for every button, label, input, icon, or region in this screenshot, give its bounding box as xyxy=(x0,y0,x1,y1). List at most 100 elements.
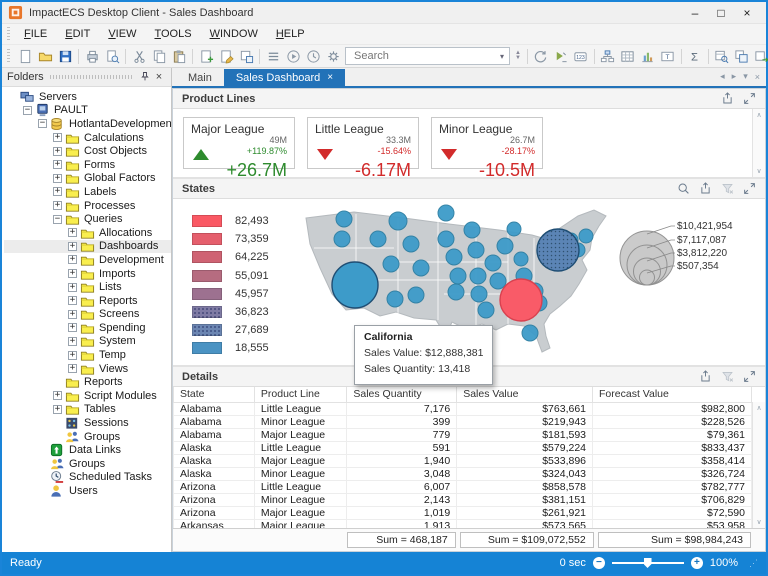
zoom-out-button[interactable]: − xyxy=(592,557,605,569)
expand-icon[interactable]: + xyxy=(53,172,62,183)
expand-icon[interactable]: + xyxy=(68,308,77,319)
tree-item-groups[interactable]: Groups xyxy=(4,457,171,471)
export-icon[interactable] xyxy=(699,182,712,195)
column-header-forecast-value[interactable]: Forecast Value xyxy=(592,387,752,403)
expand-icon[interactable]: + xyxy=(53,390,62,401)
maximize-panel-icon[interactable] xyxy=(743,92,756,105)
state-bubble[interactable] xyxy=(484,254,502,272)
print-icon[interactable] xyxy=(82,46,102,66)
export-icon[interactable] xyxy=(699,370,712,383)
maximize-panel-icon[interactable] xyxy=(743,370,756,383)
maximize-panel-icon[interactable] xyxy=(743,182,756,195)
tree-item-system[interactable]: + System xyxy=(4,335,171,349)
expand-icon[interactable]: + xyxy=(53,159,62,170)
table-row[interactable]: Arkansas Major League 1,913 $573,565 $53,958 xyxy=(173,518,752,528)
expand-icon[interactable]: + xyxy=(68,254,77,265)
tree-item-queries[interactable]: − Queries xyxy=(4,212,171,226)
kpi-card-little-league[interactable]: Little League 33.3M -15.64% -6.17M xyxy=(307,117,419,180)
state-bubble-large-blue[interactable] xyxy=(331,261,379,309)
table-row[interactable]: Alaska Little League 591 $579,224 $833,437 xyxy=(173,440,752,455)
print-preview-icon[interactable] xyxy=(102,46,122,66)
run-script-icon[interactable] xyxy=(551,46,571,66)
state-bubble[interactable] xyxy=(496,237,514,255)
zoom-icon[interactable] xyxy=(677,182,690,195)
collapse-icon[interactable]: − xyxy=(38,118,47,129)
table-row[interactable]: Alabama Major League 779 $181,593 $79,361 xyxy=(173,427,752,442)
state-bubble[interactable] xyxy=(407,286,425,304)
state-bubble[interactable] xyxy=(521,324,539,342)
state-bubble[interactable] xyxy=(369,230,387,248)
state-bubble[interactable] xyxy=(506,221,522,237)
state-bubble-dotted-blue[interactable] xyxy=(536,228,580,272)
menu-tools[interactable]: TOOLS xyxy=(154,28,192,40)
zoom-slider-thumb[interactable] xyxy=(643,558,652,568)
tree-item-screens[interactable]: + Screens xyxy=(4,308,171,322)
text-box-icon[interactable]: T xyxy=(658,46,678,66)
settings-icon[interactable] xyxy=(323,46,343,66)
table-scrollbar[interactable]: ∧ ∨ xyxy=(752,402,765,528)
table-row[interactable]: Arizona Little League 6,007 $858,578 $782,77… xyxy=(173,479,752,494)
expand-icon[interactable]: + xyxy=(53,145,62,156)
maximize-button[interactable]: □ xyxy=(717,5,725,20)
tree-item-spending[interactable]: + Spending xyxy=(4,321,171,335)
open-folder-icon[interactable] xyxy=(35,46,55,66)
tree-item-calculations[interactable]: + Calculations xyxy=(4,131,171,145)
state-bubble[interactable] xyxy=(489,272,507,290)
expand-icon[interactable]: + xyxy=(53,403,62,414)
tree-item-scheduled-tasks[interactable]: Scheduled Tasks xyxy=(4,471,171,485)
panel-close-icon[interactable]: × xyxy=(155,71,163,83)
state-bubble[interactable] xyxy=(469,267,487,285)
refresh-icon[interactable] xyxy=(531,46,551,66)
copy-icon[interactable] xyxy=(149,46,169,66)
expand-icon[interactable]: + xyxy=(53,132,62,143)
table-row[interactable]: Alabama Minor League 399 $219,943 $228,526 xyxy=(173,414,752,429)
menu-view[interactable]: VIEW xyxy=(108,28,137,40)
tree-item-forms[interactable]: + Forms xyxy=(4,158,171,172)
kpi-card-minor-league[interactable]: Minor League 26.7M -28.17% -10.5M xyxy=(431,117,543,180)
save-icon[interactable] xyxy=(55,46,75,66)
us-bubble-map[interactable] xyxy=(294,202,646,362)
tree-item-data-links[interactable]: Data Links xyxy=(4,443,171,457)
insert-document-icon[interactable] xyxy=(196,46,216,66)
state-bubble[interactable] xyxy=(402,235,420,253)
expand-icon[interactable]: + xyxy=(68,363,77,374)
minimize-button[interactable]: – xyxy=(691,5,699,20)
expand-icon[interactable]: + xyxy=(68,227,77,238)
list-icon[interactable] xyxy=(263,46,283,66)
clear-filter-icon[interactable] xyxy=(721,182,734,195)
search-box[interactable]: ▾ xyxy=(345,47,511,65)
play-icon[interactable] xyxy=(283,46,303,66)
expand-icon[interactable]: + xyxy=(68,268,77,279)
tree-item-processes[interactable]: + Processes xyxy=(4,199,171,213)
expand-icon[interactable]: + xyxy=(68,281,77,292)
tree-item-allocations[interactable]: + Allocations xyxy=(4,226,171,240)
table-row[interactable]: Alaska Minor League 3,048 $324,043 $326,724 xyxy=(173,466,752,481)
close-button[interactable]: × xyxy=(743,5,751,20)
tab-close-all-icon[interactable]: × xyxy=(754,71,760,82)
tree-item-dashboards[interactable]: + Dashboards xyxy=(4,239,171,254)
menu-window[interactable]: WINDOW xyxy=(209,28,258,40)
column-header-sales-value[interactable]: Sales Value xyxy=(456,387,594,403)
state-bubble[interactable] xyxy=(335,210,353,228)
tab-list-icon[interactable]: ▾ xyxy=(743,71,748,81)
tree-item-servers[interactable]: Servers xyxy=(4,90,171,104)
column-header-state[interactable]: State xyxy=(173,387,255,403)
state-bubble[interactable] xyxy=(445,248,463,266)
menu-help[interactable]: HELP xyxy=(275,28,305,40)
clear-filter-icon[interactable] xyxy=(721,370,734,383)
calculator-icon[interactable]: 123 xyxy=(571,46,591,66)
state-bubble-red[interactable] xyxy=(499,278,543,322)
tree-item-global-factors[interactable]: + Global Factors xyxy=(4,172,171,186)
expand-icon[interactable]: + xyxy=(68,349,77,360)
tab-close-icon[interactable]: × xyxy=(327,72,334,83)
expand-icon[interactable]: + xyxy=(53,186,62,197)
search-input[interactable] xyxy=(352,49,498,63)
query-search-icon[interactable] xyxy=(712,46,732,66)
tree-item-reports[interactable]: + Reports xyxy=(4,294,171,308)
zoom-in-button[interactable]: + xyxy=(690,557,703,569)
table-row[interactable]: Alaska Major League 1,940 $533,896 $358,414 xyxy=(173,453,752,468)
state-bubble[interactable] xyxy=(447,283,465,301)
kpi-card-major-league[interactable]: Major League 49M +119.87% +26.7M xyxy=(183,117,295,180)
zoom-slider[interactable] xyxy=(611,558,684,568)
collapse-icon[interactable]: − xyxy=(23,104,32,115)
